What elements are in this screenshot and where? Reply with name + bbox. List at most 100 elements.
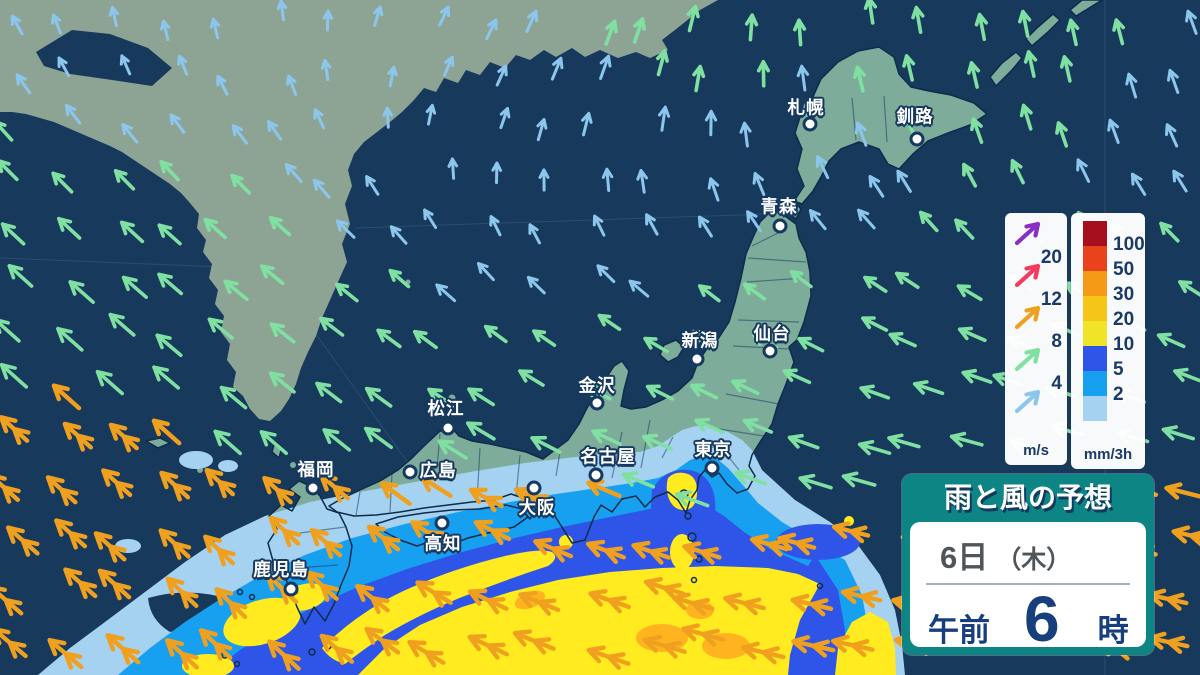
wind-arrow bbox=[467, 387, 495, 407]
wind-speed-value: 12 bbox=[1040, 289, 1062, 310]
rain-amount-value: 30 bbox=[1113, 284, 1135, 305]
wind-arrow bbox=[694, 417, 725, 434]
wind-arrow bbox=[528, 223, 541, 245]
wind-arrow bbox=[599, 54, 612, 80]
rain-intensity-swatch bbox=[1083, 321, 1107, 346]
city-label-matsue: 松江 bbox=[427, 398, 465, 419]
wind-arrow bbox=[415, 580, 453, 608]
wind-speed-arrow-icon bbox=[1014, 347, 1041, 372]
wind-arrow bbox=[857, 439, 892, 456]
wind-arrow bbox=[322, 9, 334, 32]
city-label-kagoshima: 鹿児島 bbox=[253, 559, 309, 580]
wind-arrow bbox=[733, 469, 768, 486]
wind-arrow bbox=[588, 589, 631, 614]
wind-speed-arrow-icon bbox=[1014, 305, 1041, 330]
wind-arrow bbox=[165, 638, 199, 671]
city-label-nagoya: 名古屋 bbox=[580, 446, 636, 467]
wind-arrow bbox=[645, 213, 659, 236]
wind-arrow bbox=[260, 264, 285, 286]
wind-arrow bbox=[698, 284, 721, 303]
city-dot-niigata bbox=[689, 351, 705, 367]
city-dot-fukuoka bbox=[305, 480, 321, 496]
wind-arrow bbox=[742, 417, 774, 434]
wind-speed-arrow-icon bbox=[1014, 263, 1041, 288]
wind-arrow bbox=[322, 428, 352, 452]
wind-arrow bbox=[477, 262, 495, 282]
wind-arrow bbox=[467, 588, 509, 615]
city-label-fukuoka: 福岡 bbox=[297, 459, 335, 480]
wind-arrow bbox=[744, 13, 759, 42]
wind-arrow bbox=[1112, 18, 1125, 46]
wind-arrow bbox=[949, 431, 984, 448]
wind-arrow bbox=[586, 645, 631, 670]
wind-arrow bbox=[320, 59, 332, 81]
city-dot-kanazawa bbox=[589, 395, 605, 411]
wind-arrow bbox=[219, 385, 248, 410]
wind-arrow bbox=[315, 381, 343, 404]
wind-arrow bbox=[798, 473, 833, 490]
wind-arrow bbox=[723, 592, 766, 616]
wind-arrow bbox=[970, 117, 984, 144]
wind-arrow bbox=[894, 271, 920, 290]
rain-amount-value: 50 bbox=[1113, 259, 1135, 280]
wind-arrow bbox=[854, 121, 868, 147]
wind-arrow bbox=[621, 471, 656, 489]
wind-arrow bbox=[121, 275, 148, 299]
wind-arrow bbox=[1147, 631, 1190, 654]
wind-arrow bbox=[1167, 68, 1180, 94]
wind-arrow bbox=[51, 13, 62, 35]
wind-arrow bbox=[671, 592, 715, 616]
wind-arrow bbox=[364, 426, 393, 450]
wind-arrow bbox=[10, 14, 24, 36]
wind-arrow bbox=[410, 520, 445, 548]
wind-arrow bbox=[1018, 9, 1032, 38]
wind-arrow bbox=[1161, 425, 1195, 441]
wind-arrow bbox=[262, 475, 295, 507]
rain-legend-row: 50 bbox=[1071, 246, 1145, 280]
wind-speed-value: 20 bbox=[1040, 247, 1062, 268]
wind-arrow bbox=[355, 583, 390, 615]
wind-arrow bbox=[791, 635, 836, 658]
wind-arrow bbox=[597, 313, 622, 331]
divider bbox=[926, 583, 1130, 585]
wind-arrow bbox=[413, 329, 438, 350]
wind-arrow bbox=[489, 215, 502, 237]
wind-arrow bbox=[423, 208, 438, 229]
rain-amount-value: 10 bbox=[1113, 334, 1135, 355]
wind-arrow bbox=[686, 4, 700, 33]
rain-legend-row bbox=[1071, 396, 1145, 421]
wind-arrow bbox=[313, 108, 326, 130]
wind-arrow bbox=[1173, 367, 1200, 383]
wind-arrow bbox=[108, 312, 136, 337]
wind-arrow bbox=[447, 157, 459, 180]
wind-arrow bbox=[491, 161, 503, 185]
wind-arrow bbox=[0, 628, 28, 659]
wind-arrow bbox=[119, 54, 132, 76]
wind-arrow bbox=[1023, 50, 1038, 78]
wind-arrow bbox=[388, 268, 411, 289]
wind-arrow bbox=[309, 527, 343, 559]
wind-arrow bbox=[214, 587, 248, 620]
wind-arrow bbox=[467, 634, 510, 660]
wind-arrow bbox=[1066, 18, 1080, 47]
wind-arrow bbox=[54, 518, 88, 550]
wind-arrow bbox=[707, 177, 720, 202]
wind-arrow bbox=[108, 422, 141, 453]
wind-legend-row: 8 bbox=[1005, 301, 1067, 352]
wind-arrow bbox=[51, 383, 82, 411]
city-dot-aomori bbox=[772, 218, 788, 234]
wind-arrow bbox=[863, 275, 888, 293]
wind-arrow bbox=[974, 12, 988, 41]
wind-arrow bbox=[223, 279, 249, 302]
wind-arrow bbox=[207, 317, 234, 340]
wind-arrow bbox=[15, 73, 32, 95]
wind-arrow bbox=[158, 528, 192, 560]
wind-arrow bbox=[334, 282, 359, 303]
wind-arrow bbox=[64, 104, 82, 125]
wind-arrow bbox=[962, 162, 978, 188]
wind-speed-value: 4 bbox=[1051, 373, 1062, 394]
wind-arrow bbox=[0, 159, 19, 182]
wind-arrow bbox=[473, 519, 512, 546]
wind-arrow bbox=[863, 0, 878, 25]
city-label-hiroshima: 広島 bbox=[419, 460, 457, 481]
